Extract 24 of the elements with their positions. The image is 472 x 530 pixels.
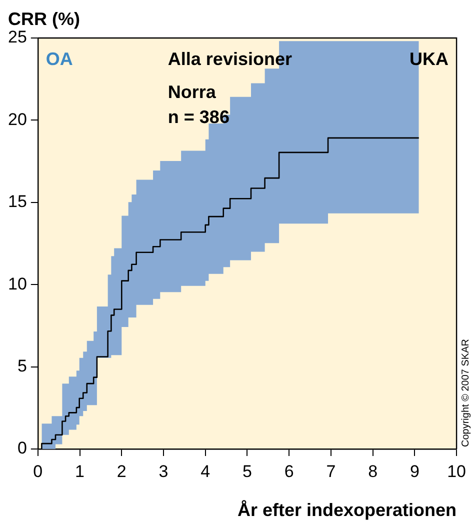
x-tick-label: 0 xyxy=(33,462,43,481)
x-tick-label: 9 xyxy=(410,462,420,481)
y-tick-label: 15 xyxy=(8,192,27,212)
x-tick-label: 8 xyxy=(368,462,378,481)
x-tick-label: 2 xyxy=(116,462,126,481)
annotation: Alla revisioner xyxy=(168,49,292,69)
x-tick-label: 7 xyxy=(326,462,336,481)
y-tick-label: 5 xyxy=(17,356,27,376)
y-axis-title: CRR (%) xyxy=(8,9,80,29)
x-tick-label: 5 xyxy=(242,462,252,481)
annotation: OA xyxy=(46,49,73,69)
y-tick-label: 20 xyxy=(8,110,27,129)
y-tick-label: 10 xyxy=(8,274,27,294)
x-tick-label: 3 xyxy=(158,462,168,481)
x-tick-label: 4 xyxy=(200,462,210,481)
y-tick-label: 25 xyxy=(8,28,27,47)
annotation: UKA xyxy=(410,49,449,69)
x-axis-title: År efter indexoperationen xyxy=(238,500,457,520)
annotation: Norra n = 386 xyxy=(168,82,230,127)
x-tick-label: 1 xyxy=(75,462,85,481)
x-tick-label: 10 xyxy=(447,462,466,481)
x-tick-label: 6 xyxy=(284,462,294,481)
text: Copyright © 2007 SKAR xyxy=(460,339,472,447)
y-tick-label: 0 xyxy=(17,438,27,458)
